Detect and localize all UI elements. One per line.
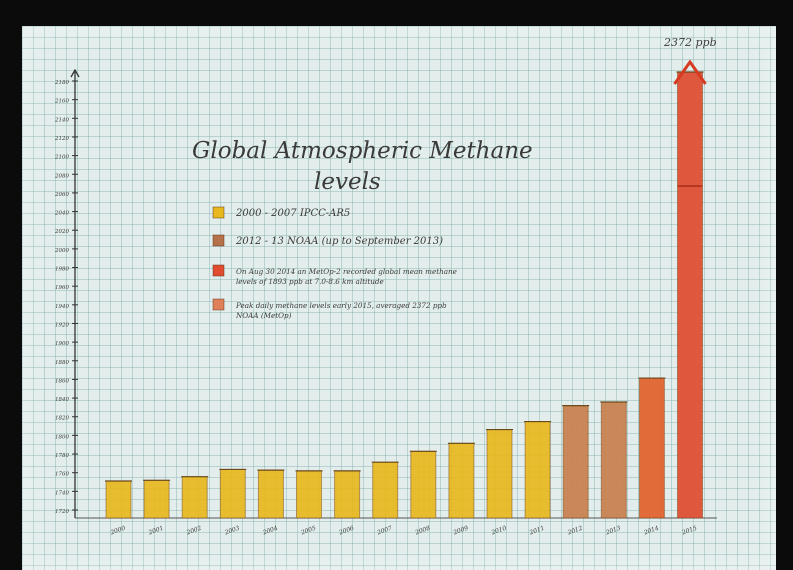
- x-tick-label: 2011: [528, 525, 546, 537]
- legend-label: 2000 - 2007 IPCC-AR5: [235, 208, 350, 219]
- bar-2001: [143, 479, 170, 519]
- top-annotation: 2372 ppb: [663, 36, 717, 49]
- x-tick-label: 2007: [375, 525, 393, 537]
- y-tick-label: 1820: [55, 416, 69, 422]
- bar-2007: [372, 461, 399, 519]
- y-tick-label: 2040: [54, 211, 69, 217]
- legend-label: Peak daily methane levels early 2015, av…: [235, 301, 447, 310]
- legend-swatch: [212, 264, 225, 277]
- x-tick-label: 2003: [223, 525, 241, 537]
- x-tick-label: 2001: [147, 525, 165, 537]
- bar-2008: [410, 450, 437, 519]
- x-tick-label: 2010: [490, 525, 508, 537]
- chart-title-line2: levels: [314, 169, 381, 195]
- y-tick-label: 1900: [55, 341, 69, 347]
- x-tick-label: 2014: [642, 525, 660, 537]
- y-tick-label: 1720: [55, 509, 69, 515]
- bar-2013: [600, 401, 627, 519]
- x-tick-label: 2004: [261, 525, 279, 537]
- legend-swatch: [212, 234, 225, 247]
- y-axis-arrow: [70, 68, 80, 78]
- legend-label: On Aug 30 2014 an MetOp-2 recorded globa…: [236, 267, 457, 276]
- y-tick-label: 1940: [55, 304, 69, 310]
- bar-2009: [448, 442, 475, 519]
- y-tick-label: 2160: [54, 99, 69, 105]
- x-tick-label: 2013: [604, 525, 622, 537]
- y-tick-label: 2020: [54, 229, 69, 235]
- x-tick-label: 2012: [566, 525, 584, 537]
- y-tick-label: 2120: [54, 136, 69, 142]
- y-tick-label: 1760: [55, 472, 69, 478]
- y-tick-label: 2060: [54, 192, 69, 198]
- y-tick-label: 1800: [55, 434, 69, 440]
- bar-2006: [334, 470, 361, 519]
- y-tick-label: 2000: [54, 248, 69, 254]
- y-tick-label: 1780: [55, 453, 69, 459]
- methane-bar-chart: 2000 2001 2002 2003 2004 2005 2006 2007 2008 2009…: [54, 36, 717, 537]
- chart-title-line1: Global Atmospheric Methane: [192, 138, 533, 164]
- x-tick-label: 2008: [413, 525, 431, 537]
- y-tick-label: 2180: [54, 80, 69, 86]
- y-tick-label: 1840: [55, 397, 69, 403]
- legend-swatch: [212, 206, 225, 219]
- legend-label: levels of 1893 ppb at 7.0-8.6 km altitud…: [236, 277, 384, 286]
- y-tick-label: 1880: [55, 360, 69, 366]
- bar-2012: [562, 405, 589, 519]
- off-scale-arrow: [673, 59, 707, 85]
- bar-2005: [296, 470, 322, 519]
- x-tick-label: 2002: [185, 525, 203, 537]
- bar-2004: [257, 469, 284, 519]
- bar-2010: [486, 429, 513, 519]
- x-tick-label: 2006: [337, 525, 355, 537]
- y-tick-label: 1920: [55, 322, 69, 328]
- bar-2015: [677, 71, 703, 519]
- x-tick-label: 2000: [109, 525, 127, 537]
- x-tick-label: 2005: [299, 525, 317, 537]
- y-tick-label: 1960: [55, 285, 69, 291]
- y-tick-label: 1740: [55, 490, 69, 496]
- bars: [105, 59, 707, 519]
- x-tick-label: 2015: [680, 525, 698, 537]
- legend-label: 2012 - 13 NOAA (up to September 2013): [235, 236, 443, 247]
- y-tick-label: 2140: [54, 117, 69, 123]
- bar-2014: [638, 377, 665, 519]
- graph-paper: 2000 2001 2002 2003 2004 2005 2006 2007 2008 2009…: [22, 26, 776, 570]
- x-tick-labels: 2000 2001 2002 2003 2004 2005 2006 2007 2008 2009…: [109, 525, 698, 537]
- y-tick-label: 1860: [55, 378, 69, 384]
- y-tick-label: 2080: [54, 173, 69, 179]
- x-tick-label: 2009: [452, 525, 470, 537]
- y-tick-label: 2100: [54, 155, 69, 161]
- bar-2011: [524, 421, 551, 519]
- bar-2000: [105, 480, 132, 519]
- legend-swatch: [212, 298, 225, 311]
- bar-2002: [181, 476, 208, 519]
- legend-label: NOAA (MetOp): [235, 311, 292, 320]
- legend: 2000 - 2007 IPCC-AR5 2012 - 13 NOAA (up t…: [212, 206, 457, 320]
- y-tick-label: 1980: [55, 267, 69, 273]
- y-tick-labels: 1720 1740 1760 1780 1800 1820 1840 1860 1880 1900…: [54, 80, 78, 515]
- bar-2003: [219, 468, 246, 519]
